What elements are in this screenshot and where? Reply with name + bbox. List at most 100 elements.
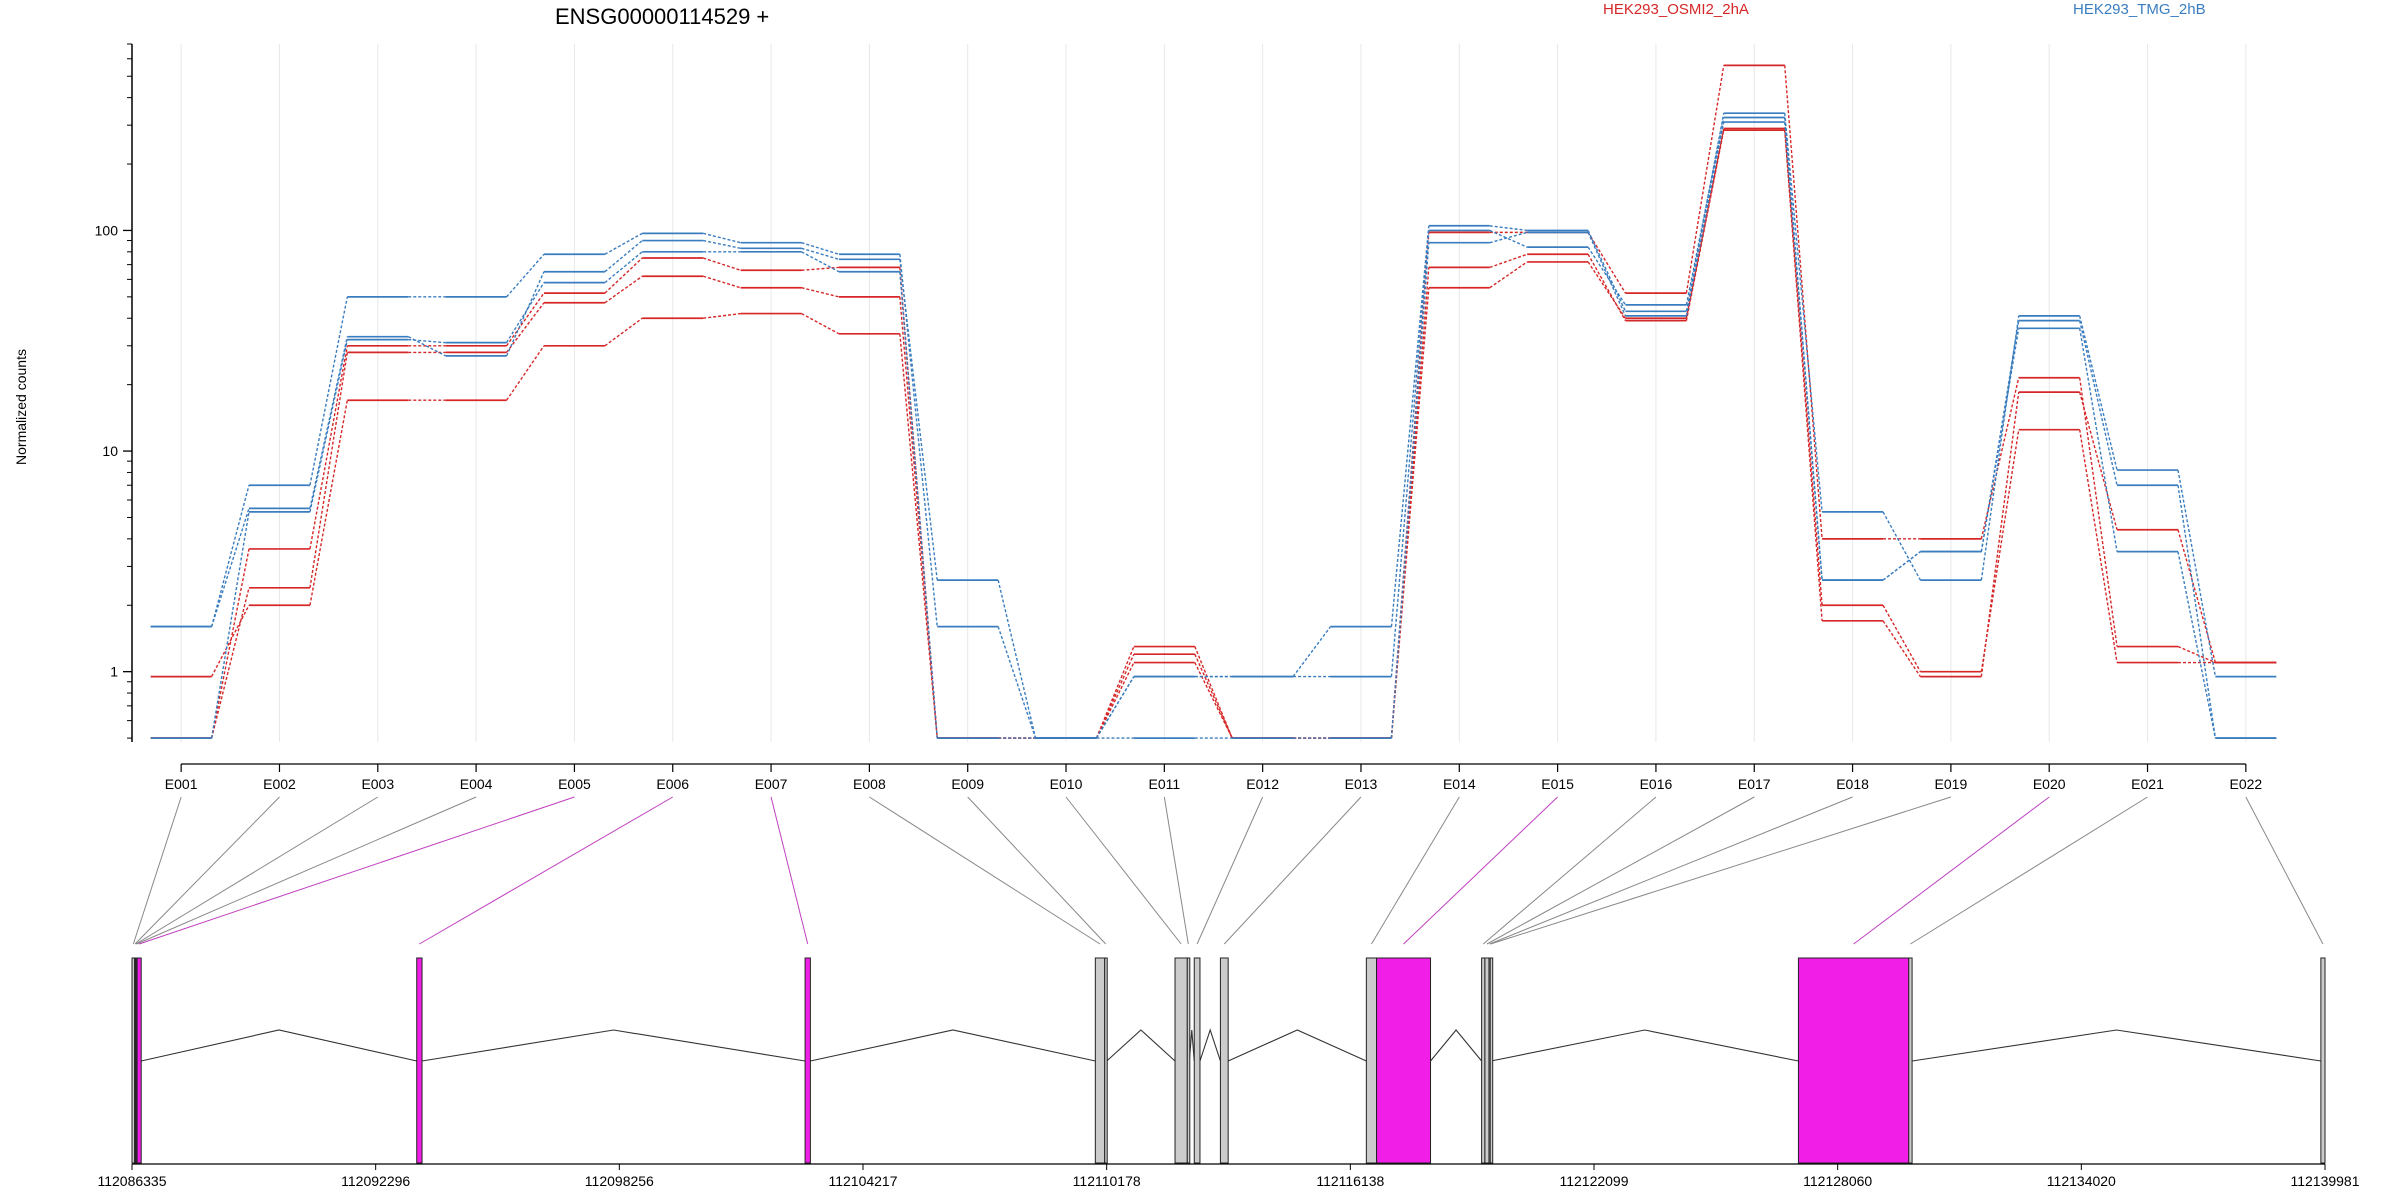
series-1-link: [1587, 261, 1627, 319]
x-tick-label-E002: E002: [263, 776, 296, 792]
series-2: [150, 129, 2277, 739]
series-6-link: [1489, 231, 1528, 244]
x-tick-label-E001: E001: [165, 776, 198, 792]
series-2-link: [2079, 391, 2118, 530]
genomic-tick-label: 112104217: [828, 1173, 897, 1189]
x-tick-label-E012: E012: [1246, 776, 1279, 792]
y-axis-label: Normalized counts: [13, 349, 29, 465]
x-tick-label-E008: E008: [853, 776, 886, 792]
series-2-link: [899, 296, 938, 739]
series-6: [150, 121, 2277, 739]
connector-E011: [1163, 796, 1189, 945]
series-5: [150, 116, 2277, 739]
genomic-tick-label: 112092296: [341, 1173, 410, 1189]
genomic-tick-label: 112122099: [1559, 1173, 1628, 1189]
intron-chevron: [810, 1029, 1096, 1062]
genomic-tick-label: 112139981: [2290, 1173, 2359, 1189]
connector-E015: [1403, 796, 1558, 945]
exon-box-E020: [1797, 957, 1910, 1164]
series-2-link: [1685, 129, 1725, 321]
connector-E009: [967, 796, 1107, 945]
series-2-link: [1980, 392, 2020, 677]
series-5-link: [210, 508, 250, 627]
series-4-link: [1882, 511, 1922, 581]
series-1-link: [801, 312, 840, 335]
gene-model: 112086335 112092296 112098256 112104217 1121…: [97, 957, 2360, 1189]
exon-box-E015: [1376, 957, 1432, 1164]
series-6-link: [2177, 551, 2217, 739]
exon-box-E022: [2320, 957, 2326, 1164]
series-2-link: [801, 287, 840, 298]
series-1-link: [604, 317, 643, 347]
series-6-link: [1685, 121, 1725, 317]
series-3-link: [309, 345, 349, 550]
series-5-link: [2079, 320, 2118, 486]
legend-entry-tmg: HEK293_TMG_2hB: [2073, 1, 2206, 18]
series-4-link: [1489, 225, 1528, 232]
series-5-link: [505, 271, 545, 357]
series-4-link: [2079, 315, 2118, 471]
series-2-link: [210, 587, 250, 739]
y-tick-label: 10: [102, 443, 118, 459]
connector-E003: [135, 796, 379, 945]
series-3-link: [1587, 232, 1627, 294]
connector-E001: [132, 796, 182, 945]
genomic-tick-label: 112128060: [1803, 1173, 1872, 1189]
series-6-link: [1587, 232, 1627, 317]
series-5-link: [604, 240, 643, 273]
x-tick-label-E013: E013: [1345, 776, 1378, 792]
exon-box-E008: [1094, 957, 1106, 1164]
exon-box-E007: [804, 957, 811, 1164]
series-1-link: [1882, 604, 1922, 673]
series-6-link: [309, 339, 349, 513]
connector-E008: [869, 796, 1101, 945]
series-1: [150, 127, 2277, 739]
intron-chevron: [141, 1029, 417, 1062]
series-3-link: [1095, 646, 1135, 739]
x-tick-label-E019: E019: [1935, 776, 1968, 792]
series-6-link: [801, 251, 840, 273]
connector-E022: [2245, 796, 2324, 945]
series-5-link: [703, 239, 741, 249]
x-tick-label-E006: E006: [656, 776, 689, 792]
connector-E013: [1223, 796, 1362, 945]
series-2-link: [309, 352, 349, 588]
intron-chevron: [1430, 1029, 1483, 1062]
series-6-link: [210, 511, 250, 739]
series-6-link: [899, 271, 938, 739]
exon-box-E010: [1174, 957, 1188, 1164]
y-tick-label: 1: [110, 664, 118, 680]
y-tick-label: 100: [95, 222, 119, 238]
x-tick-label-E003: E003: [361, 776, 394, 792]
series-4-link: [703, 232, 741, 244]
connector-E014: [1371, 796, 1460, 945]
series-1-link: [309, 400, 349, 606]
connector-E018: [1489, 796, 1853, 945]
genomic-tick-label: 112086335: [97, 1173, 166, 1189]
series-1-link: [899, 333, 938, 739]
exon-box-E021: [1908, 957, 1913, 1164]
series-2-link: [506, 302, 545, 353]
series-6-link: [1980, 328, 2020, 552]
series-6-link: [408, 338, 446, 344]
series-4-link: [1390, 225, 1430, 627]
intron-chevron: [1199, 1028, 1221, 1062]
series-4: [150, 112, 2277, 739]
series-4-link: [1292, 626, 1332, 678]
series-4-link: [604, 232, 643, 255]
series-1-link: [211, 604, 250, 677]
connector-E012: [1196, 796, 1264, 945]
series-1-link: [2078, 429, 2118, 663]
series-6-link: [1390, 242, 1430, 739]
series-2-link: [703, 275, 741, 289]
x-tick-label-E015: E015: [1541, 776, 1574, 792]
exon-box-E011: [1186, 957, 1191, 1164]
series-1-link: [1489, 261, 1528, 289]
series-5-link: [801, 247, 840, 260]
connector-E004: [136, 796, 477, 945]
x-tick-label-E007: E007: [755, 776, 788, 792]
x-tick-label-E022: E022: [2229, 776, 2262, 792]
series-3-link: [506, 292, 545, 347]
connector-E017: [1486, 796, 1755, 945]
x-tick-label-E018: E018: [1836, 776, 1869, 792]
